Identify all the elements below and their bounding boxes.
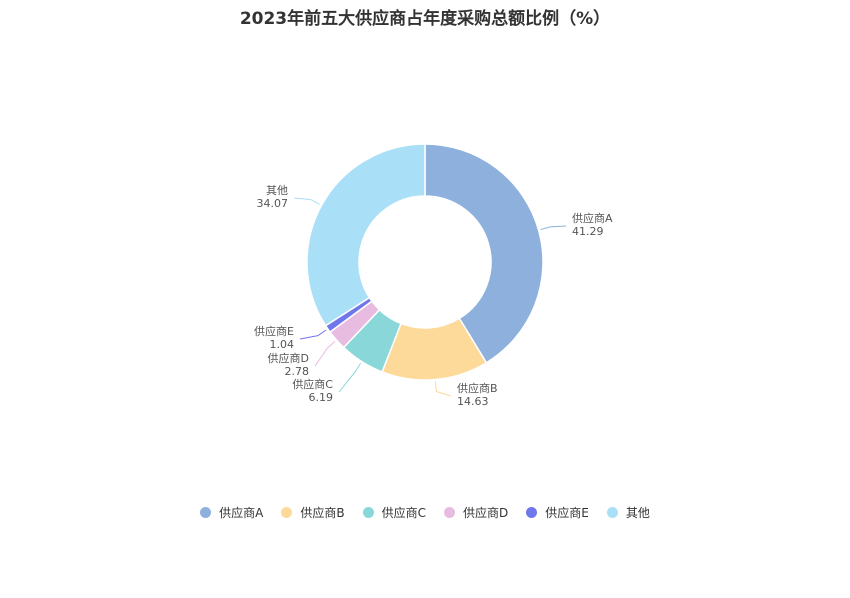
legend-swatch	[443, 507, 455, 518]
slice-label-value: 14.63	[457, 395, 489, 408]
legend-label: 其他	[625, 506, 650, 520]
leader-line-其他	[293, 197, 320, 205]
legend: 供应商A 供应商B 供应商C 供应商D 供应商E 其他	[0, 504, 850, 521]
legend-swatch	[281, 507, 293, 518]
chart-title: 2023年前五大供应商占年度采购总额比例（%）	[239, 9, 611, 29]
slice-label-value: 6.19	[309, 391, 334, 404]
legend-label: 供应商A	[219, 506, 264, 520]
legend-swatch	[606, 507, 618, 518]
slice-label-value: 41.29	[572, 225, 604, 238]
legend-item[interactable]: 供应商A	[200, 504, 263, 521]
slice-label-name: 供应商B	[457, 381, 498, 395]
legend-swatch	[526, 507, 538, 518]
slice-label-value: 34.07	[257, 197, 289, 210]
leader-line-供应商C	[338, 362, 362, 393]
slice-label-name: 供应商C	[292, 377, 333, 391]
legend-swatch	[200, 507, 212, 518]
slice-label-value: 1.04	[270, 338, 295, 351]
legend-item[interactable]: 供应商C	[362, 504, 426, 521]
donut-slices	[306, 143, 544, 381]
slice-label-value: 2.78	[285, 365, 310, 378]
legend-label: 供应商B	[300, 506, 345, 520]
slice-label-name: 供应商E	[254, 324, 294, 338]
leader-line-供应商E	[299, 329, 327, 340]
slice-label-name: 供应商A	[572, 211, 613, 225]
legend-swatch	[362, 507, 374, 518]
legend-item[interactable]: 供应商E	[526, 504, 589, 521]
leader-line-供应商B	[435, 381, 452, 397]
legend-label: 供应商E	[545, 506, 589, 520]
legend-item[interactable]: 其他	[606, 504, 650, 521]
leader-line-供应商A	[540, 225, 567, 231]
legend-label: 供应商D	[462, 506, 509, 520]
slice-供应商A[interactable]	[424, 143, 544, 364]
slice-label-name: 其他	[266, 184, 288, 197]
slice-label-name: 供应商D	[268, 351, 309, 365]
slice-其他[interactable]	[306, 143, 426, 327]
leader-line-供应商D	[314, 340, 336, 367]
legend-label: 供应商C	[381, 506, 426, 520]
legend-item[interactable]: 供应商D	[443, 504, 509, 521]
legend-item[interactable]: 供应商B	[281, 504, 345, 521]
